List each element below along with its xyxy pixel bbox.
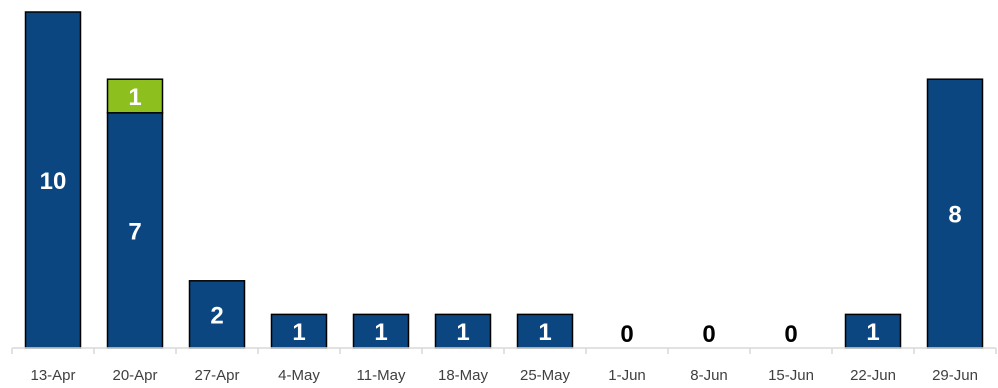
data-label: 1: [292, 319, 305, 346]
data-label: 0: [702, 321, 715, 348]
data-label: 1: [456, 319, 469, 346]
x-tick-label: 20-Apr: [112, 367, 157, 384]
x-tick-label: 4-May: [278, 367, 320, 384]
x-tick-label: 29-Jun: [932, 367, 978, 384]
data-label: 0: [620, 321, 633, 348]
x-tick-label: 22-Jun: [850, 367, 896, 384]
data-label: 1: [538, 319, 551, 346]
bar-29-Jun-series-0: [926, 78, 984, 349]
bar-25-May-series-0: [516, 313, 574, 349]
x-tick-label: 11-May: [357, 367, 406, 384]
data-label: 8: [948, 202, 961, 229]
data-label: 2: [210, 302, 223, 329]
x-tick-label: 25-May: [520, 367, 571, 384]
bar-20-Apr-series-1: [106, 78, 164, 114]
data-label: 7: [128, 218, 141, 245]
bar-20-Apr-series-0: [106, 112, 164, 349]
data-label: 1: [128, 84, 141, 111]
data-label: 10: [40, 168, 67, 195]
x-tick-label: 13-Apr: [30, 367, 75, 384]
data-label: 1: [866, 319, 879, 346]
bars-layer: [24, 11, 984, 349]
bar-13-Apr-series-0: [24, 11, 82, 349]
x-tick-label: 8-Jun: [690, 367, 728, 384]
data-label: 1: [374, 319, 387, 346]
bar-27-Apr-series-0: [188, 280, 246, 349]
data-label: 0: [784, 321, 797, 348]
x-tick-label: 27-Apr: [194, 367, 239, 384]
x-tick-label: 1-Jun: [608, 367, 646, 384]
x-tick-label: 15-Jun: [768, 367, 814, 384]
x-axis-ticks: 13-Apr 20-Apr 27-Apr 4-May 11-May 18-May 25-Ma…: [11, 348, 997, 384]
bar-11-May-series-0: [352, 313, 410, 349]
x-tick-label: 18-May: [438, 367, 489, 384]
